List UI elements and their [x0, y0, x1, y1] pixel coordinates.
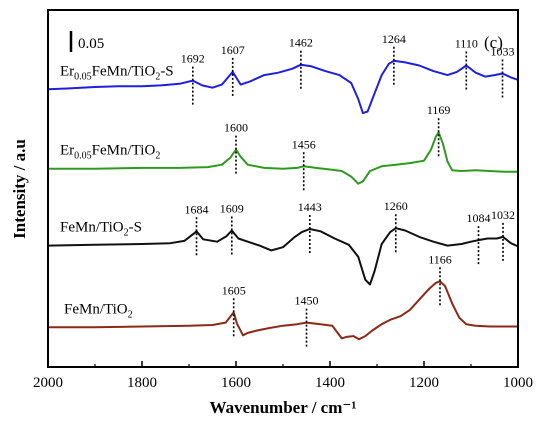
- series-line-3: [47, 280, 519, 341]
- peak-label-2-4: 1084: [467, 211, 491, 225]
- series-layer: [47, 59, 519, 341]
- x-tick-label-4: 1200: [409, 375, 439, 391]
- peak-label-3-2: 1166: [428, 252, 452, 266]
- peak-label-0-2: 1462: [289, 36, 313, 50]
- peak-label-1-2: 1169: [427, 103, 451, 117]
- peak-markers: 1692 1607 1462 1264 1110 1033 1600 1456 1169 1684…: [181, 32, 515, 347]
- peak-label-3-0: 1605: [222, 283, 246, 297]
- peak-label-0-4: 1110: [455, 37, 478, 51]
- peak-label-2-2: 1443: [298, 200, 322, 214]
- peak-label-2-5: 1032: [491, 208, 515, 222]
- y-axis-title: Intensity / a.u: [10, 139, 29, 239]
- peak-label-0-1: 1607: [221, 43, 245, 57]
- series-labels: Er0.05FeMn/TiO2-S Er0.05FeMn/TiO2 FeMn/TiO…: [60, 63, 174, 320]
- series-label-0: Er0.05FeMn/TiO2-S: [60, 63, 174, 82]
- series-line-0: [47, 59, 519, 115]
- peak-label-2-0: 1684: [185, 202, 209, 216]
- peak-label-2-1: 1609: [220, 202, 244, 216]
- peak-label-0-5: 1033: [491, 45, 515, 59]
- x-axis-title: Wavenumber / cm⁻¹: [210, 398, 357, 417]
- peak-label-2-3: 1260: [384, 199, 408, 213]
- x-tick-label-5: 1000: [503, 375, 533, 391]
- x-tick-label-1: 1800: [127, 375, 157, 391]
- peak-label-0-0: 1692: [181, 52, 205, 66]
- x-axis: 2000 1800 1600 1400 1200 1000: [33, 361, 533, 391]
- peak-label-1-1: 1456: [292, 137, 316, 151]
- peak-label-0-3: 1264: [382, 32, 406, 46]
- x-tick-label-0: 2000: [33, 375, 63, 391]
- peak-label-1-0: 1600: [224, 121, 248, 135]
- x-tick-label-2: 1600: [221, 375, 251, 391]
- series-label-2: FeMn/TiO2-S: [60, 220, 142, 239]
- series-label-3: FeMn/TiO2: [64, 301, 133, 320]
- scale-bar-label: 0.05: [78, 36, 104, 52]
- peak-label-3-1: 1450: [295, 294, 319, 308]
- panel-label: (c): [484, 33, 503, 52]
- series-line-2: [47, 227, 519, 286]
- series-line-1: [47, 131, 519, 185]
- series-label-1: Er0.05FeMn/TiO2: [60, 143, 160, 162]
- x-tick-label-3: 1400: [315, 375, 345, 391]
